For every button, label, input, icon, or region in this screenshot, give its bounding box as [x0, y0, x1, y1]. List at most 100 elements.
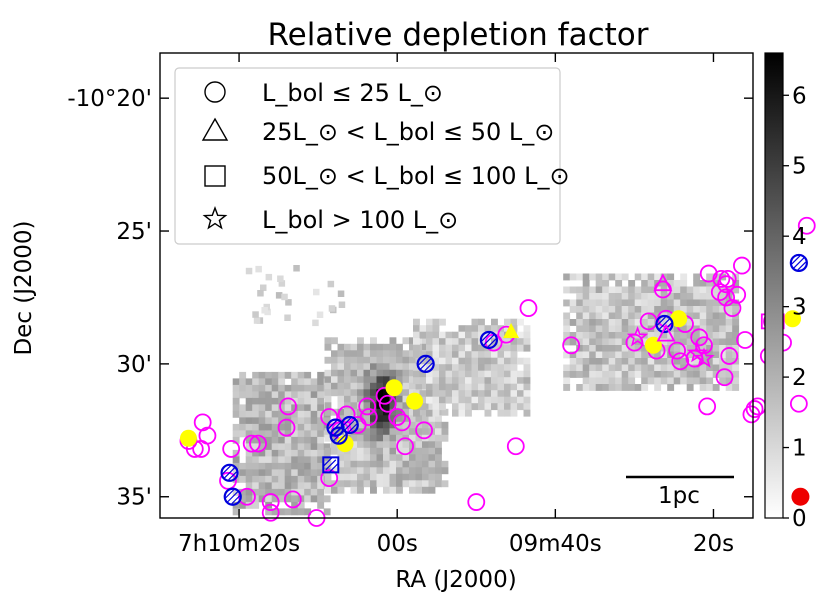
map-cell	[291, 417, 299, 425]
map-cell	[252, 495, 260, 503]
map-cell	[595, 319, 603, 326]
map-cell	[595, 338, 603, 346]
map-cell	[422, 454, 429, 462]
map-cell	[484, 377, 492, 385]
map-cell	[291, 378, 299, 386]
map-cell	[712, 280, 720, 287]
map-cell	[310, 482, 318, 490]
map-cell	[291, 456, 299, 464]
map-cell	[245, 410, 253, 418]
map-cell	[441, 428, 449, 436]
map-cell	[304, 462, 312, 470]
map-cell	[595, 299, 603, 307]
map-cell	[370, 343, 377, 351]
map-cell	[331, 356, 338, 364]
map-cell	[484, 396, 492, 404]
map-cell	[389, 415, 397, 423]
hatch-mark	[344, 419, 356, 431]
map-cell	[465, 396, 472, 404]
map-cell	[232, 378, 240, 386]
map-cell	[497, 344, 505, 352]
map-cell	[350, 343, 358, 351]
source-circle-magenta	[519, 299, 538, 317]
map-cell	[415, 441, 423, 449]
map-cell	[452, 377, 459, 385]
map-cell	[245, 430, 253, 438]
map-cell	[706, 345, 714, 352]
map-cell	[422, 480, 429, 488]
map-cell	[641, 293, 649, 300]
map-cell	[647, 358, 655, 365]
map-cell	[608, 371, 616, 378]
map-cell	[428, 421, 436, 429]
map-cell	[706, 299, 714, 307]
map-cell	[445, 357, 453, 365]
map-cell	[641, 351, 649, 359]
map-cell	[413, 409, 420, 417]
map-cell	[383, 350, 390, 358]
map-cell	[252, 469, 260, 477]
map-cell	[582, 325, 590, 333]
hatch-mark	[342, 417, 352, 427]
map-cell	[310, 391, 318, 399]
source-circle-magenta	[712, 269, 731, 288]
map-cell	[706, 338, 714, 346]
map-cell	[517, 357, 524, 365]
map-cell	[389, 421, 397, 429]
map-cell	[510, 403, 518, 411]
map-cell	[719, 364, 727, 372]
map-cell	[383, 363, 390, 371]
map-cell	[337, 402, 345, 410]
map-cell	[634, 319, 642, 326]
map-cell	[396, 454, 403, 462]
map-cell	[615, 332, 623, 339]
map-cell	[510, 409, 518, 417]
map-cell	[376, 363, 384, 371]
map-cell	[602, 351, 610, 359]
map-cell	[576, 306, 584, 313]
map-cell	[291, 508, 299, 516]
map-cell	[281, 293, 288, 301]
map-cell	[265, 449, 273, 457]
map-cell	[699, 345, 707, 352]
map-cell	[693, 306, 701, 313]
colorbar-tick-label: 1	[792, 436, 807, 462]
map-cell	[432, 390, 440, 398]
map-cell	[370, 350, 377, 358]
map-cell	[350, 486, 358, 494]
map-cell	[331, 434, 338, 442]
map-cell	[647, 351, 655, 359]
legend-box	[174, 67, 561, 245]
map-cell	[628, 319, 636, 326]
map-cell	[647, 280, 655, 287]
map-cell	[647, 377, 655, 385]
map-cell	[415, 447, 423, 455]
source-circle-yellow	[406, 392, 424, 410]
map-cell	[712, 286, 720, 294]
map-cell	[383, 480, 390, 488]
map-cell	[337, 428, 345, 436]
map-cell	[324, 382, 332, 390]
map-cell	[634, 286, 642, 294]
map-cell	[686, 299, 694, 307]
map-cell	[621, 358, 629, 365]
map-cell	[278, 456, 286, 464]
map-cell	[409, 473, 416, 481]
map-cell	[370, 467, 377, 475]
map-cell	[615, 351, 623, 359]
map-cell	[304, 508, 312, 516]
map-cell	[413, 338, 420, 346]
map-cell	[641, 364, 649, 372]
map-cell	[654, 273, 662, 281]
x-tick-label: 09m40s	[509, 531, 602, 557]
map-cell	[278, 410, 286, 418]
source-circle-magenta	[717, 288, 736, 307]
hatch-mark	[487, 338, 497, 348]
hatch-mark	[227, 491, 239, 503]
map-cell	[602, 273, 610, 281]
map-cell	[337, 460, 345, 468]
map-cell	[304, 488, 312, 496]
map-cell	[439, 383, 446, 391]
map-cell	[245, 475, 253, 483]
map-cell	[458, 409, 466, 417]
